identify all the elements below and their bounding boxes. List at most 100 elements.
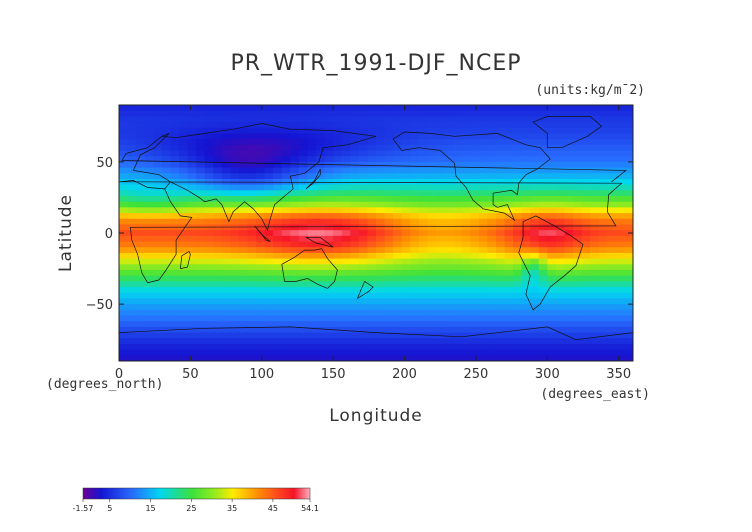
heatmap-cell (341, 298, 351, 305)
heatmap-cell (453, 144, 463, 152)
heatmap-cell (376, 139, 386, 146)
heatmap-cell (307, 196, 317, 203)
heatmap-cell (316, 156, 326, 163)
heatmap-cell (221, 315, 231, 322)
heatmap-cell (196, 207, 206, 214)
heatmap-cell (555, 281, 566, 288)
heatmap-cell (435, 264, 446, 271)
heatmap-cell (290, 207, 300, 214)
heatmap-cell (615, 269, 626, 277)
heatmap-cell (470, 349, 480, 356)
heatmap-cell (453, 156, 463, 163)
heatmap-cell (444, 247, 454, 254)
heatmap-cell (453, 173, 463, 180)
heatmap-cell (196, 309, 206, 317)
heatmap-cell (384, 258, 394, 265)
heatmap-cell (264, 156, 274, 163)
heatmap-cell (221, 127, 231, 135)
heatmap-cell (581, 264, 591, 271)
heatmap-cell (564, 309, 574, 317)
heatmap-cell (341, 287, 351, 294)
heatmap-cell (204, 110, 214, 117)
heatmap-cell (341, 235, 351, 243)
heatmap-cell (590, 201, 600, 208)
heatmap-cell (358, 304, 369, 311)
heatmap-cell (324, 139, 334, 146)
heatmap-cell (307, 224, 317, 231)
heatmap-cell (590, 275, 600, 282)
heatmap-cell (221, 298, 231, 305)
heatmap-cell (410, 201, 420, 208)
heatmap-cell (444, 241, 454, 248)
heatmap-cell (170, 161, 180, 169)
heatmap-cell (521, 287, 531, 294)
heatmap-cell (598, 178, 608, 186)
heatmap-cell (170, 298, 180, 305)
heatmap-cell (350, 298, 360, 305)
heatmap-cell (427, 304, 437, 311)
heatmap-cell (290, 264, 300, 271)
heatmap-cell (393, 338, 403, 345)
heatmap-cell (187, 332, 197, 339)
heatmap-cell (538, 133, 548, 140)
heatmap-cell (324, 343, 334, 351)
heatmap-cell (144, 355, 154, 361)
heatmap-cell (213, 332, 223, 339)
heatmap-cell (376, 110, 386, 117)
heatmap-cell (581, 167, 591, 174)
heatmap-cell (470, 304, 480, 311)
heatmap-cell (161, 315, 171, 322)
heatmap-cell (487, 264, 497, 271)
heatmap-cell (444, 298, 454, 305)
heatmap-cell (435, 355, 446, 361)
heatmap-cell (453, 269, 463, 277)
heatmap-cell (170, 196, 180, 203)
heatmap-cell (238, 150, 249, 157)
heatmap-cell (341, 144, 351, 152)
heatmap-cell (573, 269, 583, 277)
heatmap-cell (213, 287, 223, 294)
heatmap-cell (273, 156, 283, 163)
heatmap-cell (230, 196, 240, 203)
heatmap-cell (170, 144, 180, 152)
heatmap-cell (607, 161, 617, 169)
heatmap-cell (221, 269, 231, 277)
heatmap-cell (161, 230, 171, 237)
heatmap-cell (581, 321, 591, 328)
heatmap-cell (213, 275, 223, 282)
heatmap-cell (470, 144, 480, 152)
heatmap-cell (376, 269, 386, 277)
heatmap-cell (350, 133, 360, 140)
heatmap-cell (581, 116, 591, 123)
heatmap-cell (615, 150, 626, 157)
heatmap-cell (350, 315, 360, 322)
heatmap-cell (547, 116, 557, 123)
heatmap-cell (453, 343, 463, 351)
heatmap-cell (581, 122, 591, 129)
heatmap-cell (410, 173, 420, 180)
heatmap-cell (350, 105, 360, 112)
heatmap-cell (435, 292, 446, 300)
heatmap-cell (555, 241, 566, 248)
heatmap-cell (376, 252, 386, 260)
heatmap-cell (418, 150, 428, 157)
heatmap-cell (581, 269, 591, 277)
heatmap-cell (324, 122, 334, 129)
heatmap-cell (136, 275, 146, 282)
heatmap-cell (538, 173, 548, 180)
heatmap-cell (290, 252, 300, 260)
heatmap-cell (461, 105, 471, 112)
heatmap-cell (256, 269, 266, 277)
heatmap-cell (624, 190, 633, 197)
heatmap-cell (435, 190, 446, 197)
heatmap-cell (453, 338, 463, 345)
heatmap-cell (136, 207, 146, 214)
heatmap-cell (316, 161, 326, 169)
heatmap-cell (538, 196, 548, 203)
heatmap-cell (213, 207, 223, 214)
heatmap-cell (573, 338, 583, 345)
heatmap-cell (444, 264, 454, 271)
heatmap-cell (478, 122, 488, 129)
heatmap-cell (204, 213, 214, 220)
heatmap-cell (376, 309, 386, 317)
